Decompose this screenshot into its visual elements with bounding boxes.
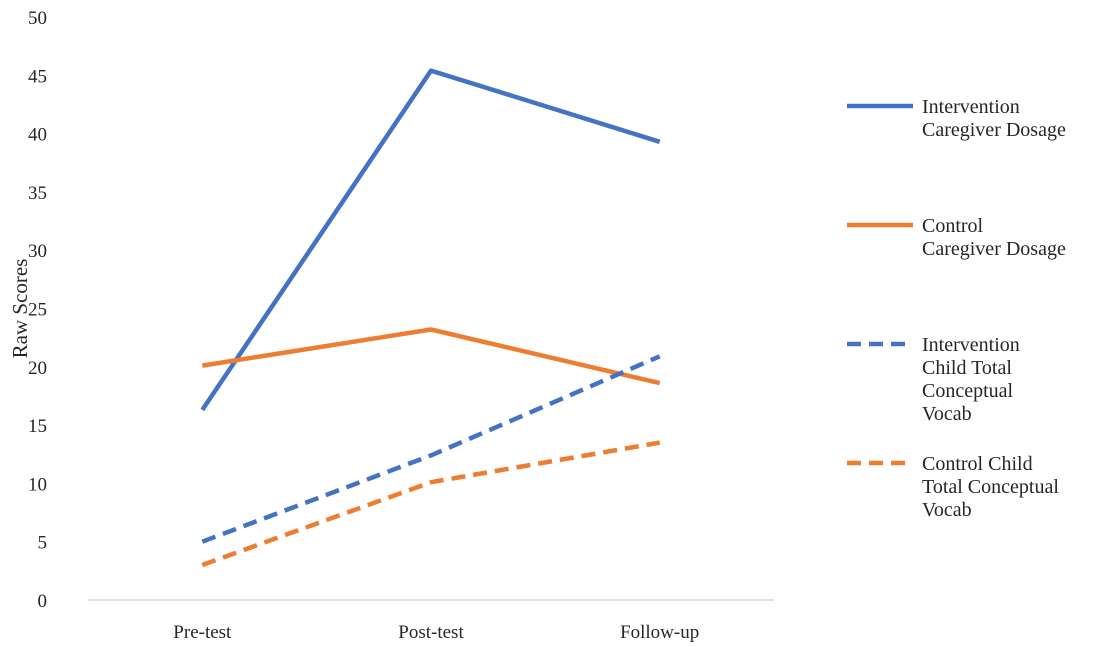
y-tick-label: 5 (38, 533, 48, 554)
legend-entry-text: Caregiver Dosage (922, 238, 1066, 260)
legend-entry-text: Child Total (922, 357, 1012, 379)
x-tick-label: Pre-test (173, 622, 232, 643)
legend-entry-text: Vocab (922, 499, 972, 521)
legend-entry-text: Control (922, 215, 984, 237)
y-tick-label: 10 (28, 474, 47, 495)
chart-series (200, 68, 661, 568)
chart-axes: 0 5 10 15 20 25 30 35 40 45 50 Pre-test Post-test Fol… (8, 8, 774, 643)
legend-entry-text: Intervention (922, 96, 1020, 118)
legend-entry-text: Intervention (922, 334, 1020, 356)
legend-entry-text: Caregiver Dosage (922, 119, 1066, 141)
x-tick-label: Follow-up (620, 622, 699, 643)
y-tick-label: 40 (28, 125, 47, 146)
series-line-2 (201, 327, 661, 386)
legend-entry-text: Control Child (922, 453, 1033, 475)
legend-entry-text: Total Conceptual (922, 476, 1059, 498)
y-tick-label: 20 (28, 358, 47, 379)
y-tick-label: 50 (28, 8, 47, 29)
y-tick-label: 35 (28, 183, 47, 204)
y-axis-label: Raw Scores (8, 259, 32, 359)
legend-entry-text: Vocab (922, 403, 972, 425)
y-tick-label: 25 (28, 300, 47, 321)
y-tick-label: 45 (28, 66, 47, 87)
y-tick-label: 0 (38, 591, 48, 612)
series-line-1 (200, 68, 661, 412)
series-line-4 (201, 440, 661, 568)
legend-entry-text: Conceptual (922, 380, 1014, 402)
y-tick-label: 30 (28, 241, 47, 262)
series-line-3 (201, 354, 661, 544)
x-tick-label: Post-test (398, 622, 464, 643)
y-tick-label: 15 (28, 416, 47, 437)
